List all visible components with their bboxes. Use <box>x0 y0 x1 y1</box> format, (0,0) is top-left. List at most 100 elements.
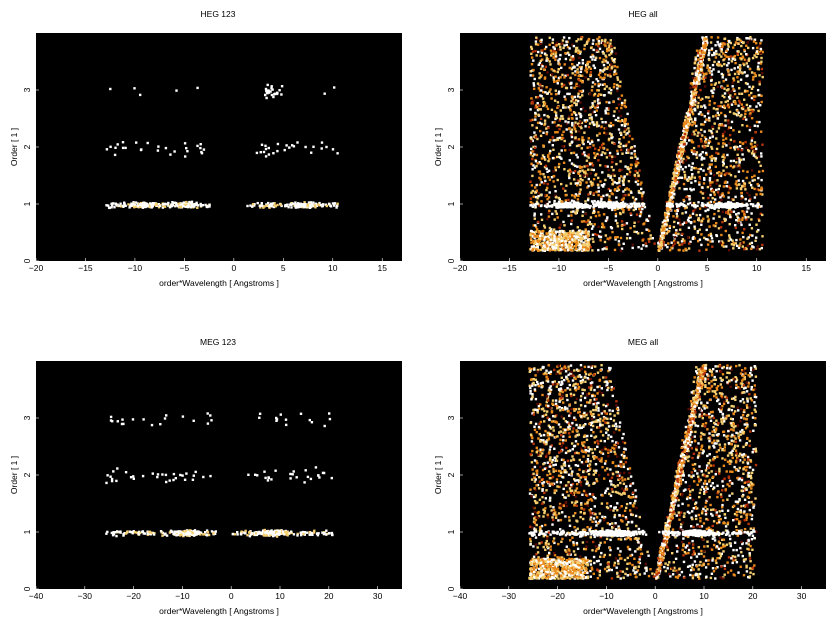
density-cell <box>696 230 700 233</box>
density-cell <box>529 233 532 237</box>
density-cell <box>760 155 763 158</box>
density-cell <box>537 204 541 207</box>
density-cell <box>561 145 564 148</box>
density-cell <box>546 246 550 249</box>
density-cell <box>551 233 554 236</box>
density-cell <box>703 130 706 133</box>
density-cell <box>593 83 597 86</box>
density-cell <box>541 237 544 241</box>
density-cell <box>743 182 747 185</box>
density-cell <box>133 87 136 90</box>
density-cell <box>697 96 700 99</box>
density-cell <box>312 145 315 148</box>
density-cell <box>533 214 536 217</box>
density-cell <box>283 148 286 152</box>
density-cell <box>589 180 592 183</box>
density-cell <box>538 72 541 75</box>
density-cell <box>570 113 574 116</box>
density-cell <box>551 245 554 249</box>
density-cell <box>704 37 707 41</box>
density-cell <box>659 234 663 238</box>
density-cell <box>301 204 304 208</box>
density-cell <box>707 51 711 55</box>
density-cell <box>729 41 732 45</box>
density-cell <box>695 76 699 80</box>
density-cell <box>558 63 561 66</box>
density-cell <box>575 113 578 117</box>
density-cell <box>618 145 621 148</box>
density-cell <box>678 142 682 146</box>
density-cell <box>736 96 739 99</box>
density-cell <box>588 60 591 64</box>
density-cell <box>671 183 674 186</box>
density-cell <box>592 206 595 209</box>
density-cell <box>545 167 548 170</box>
density-cell <box>604 152 607 155</box>
density-cell <box>589 142 592 145</box>
density-cell <box>616 76 619 79</box>
density-cell <box>758 248 761 251</box>
density-cell <box>545 127 548 130</box>
density-cell <box>552 56 555 59</box>
density-cell <box>586 60 589 64</box>
density-cell <box>574 193 578 196</box>
density-cell <box>259 206 262 209</box>
density-cell <box>665 204 669 208</box>
density-cell <box>737 179 740 182</box>
density-cell <box>552 247 555 250</box>
density-cell <box>608 151 612 155</box>
density-cell <box>700 223 703 226</box>
density-cell <box>200 150 203 154</box>
density-cell <box>706 215 709 218</box>
density-cell <box>746 108 749 111</box>
density-cell <box>585 220 588 224</box>
density-cell <box>553 237 556 241</box>
density-cell <box>720 198 723 202</box>
density-cell <box>636 171 639 175</box>
density-cell <box>738 130 741 133</box>
density-cell <box>597 176 600 180</box>
density-cell <box>600 143 604 147</box>
density-cell <box>628 170 632 174</box>
density-cell <box>738 38 741 41</box>
density-cell <box>682 124 685 128</box>
density-cell <box>558 239 561 242</box>
density-cell <box>581 237 584 240</box>
density-cell <box>740 103 743 106</box>
density-cell <box>719 104 722 108</box>
density-cell <box>550 52 553 55</box>
density-cell <box>609 236 612 239</box>
density-cell <box>755 236 758 239</box>
density-cell <box>721 241 725 245</box>
density-cell <box>267 146 270 150</box>
density-cell <box>556 178 559 182</box>
density-cell <box>732 146 736 149</box>
density-cell <box>637 246 640 249</box>
density-cell <box>567 214 570 217</box>
density-cell <box>635 163 639 167</box>
density-cell <box>616 83 619 87</box>
density-cell <box>702 203 705 206</box>
density-cell <box>594 154 597 157</box>
density-cell <box>610 67 614 70</box>
density-cell <box>610 50 614 53</box>
density-cell <box>620 106 623 110</box>
density-cell <box>728 213 732 217</box>
density-cell <box>571 206 575 209</box>
density-cell <box>538 239 542 243</box>
density-cell <box>724 119 727 122</box>
density-cell <box>206 205 209 209</box>
density-cell <box>729 94 732 97</box>
density-cell <box>531 74 535 77</box>
density-cell <box>760 130 763 133</box>
density-cell <box>260 143 264 146</box>
density-cell <box>547 205 551 208</box>
density-cell <box>752 108 755 112</box>
density-cell <box>575 117 578 120</box>
density-cell <box>718 44 721 48</box>
density-cell <box>580 203 583 206</box>
density-cell <box>703 80 706 83</box>
density-cell <box>167 201 170 205</box>
density-cell <box>561 39 565 42</box>
density-cell <box>665 232 669 235</box>
